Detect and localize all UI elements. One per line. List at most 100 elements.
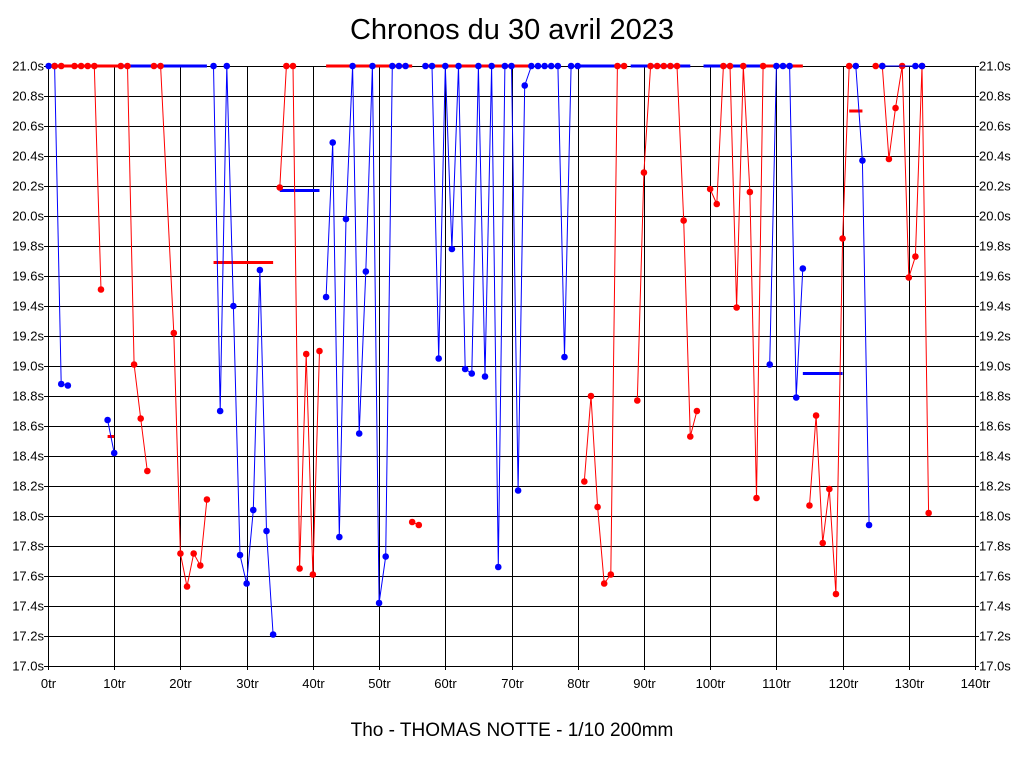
data-point (97, 286, 105, 293)
data-point (137, 415, 144, 422)
data-point (852, 62, 860, 70)
data-point (534, 62, 542, 70)
data-point (104, 416, 111, 424)
y-tick-label-left: 20.6s (12, 119, 44, 134)
data-point (647, 62, 654, 70)
data-point (832, 590, 840, 598)
data-point (620, 62, 628, 70)
data-point (753, 494, 760, 502)
y-tick-label-right: 18.8s (979, 389, 1011, 404)
data-point (819, 539, 827, 547)
data-point (355, 430, 363, 437)
x-tick-label: 100tr (696, 676, 726, 691)
series-line (769, 65, 804, 398)
x-axis-caption: Tho - THOMAS NOTTE - 1/10 200mm (350, 720, 674, 741)
data-point (812, 412, 820, 419)
data-point (210, 62, 217, 70)
data-point (706, 185, 714, 193)
data-point (600, 580, 608, 587)
data-point (243, 580, 250, 587)
data-point (634, 397, 641, 404)
series-layer (45, 62, 932, 638)
series-line (48, 65, 69, 386)
data-point (349, 62, 356, 70)
y-tick-label-right: 20.2s (979, 179, 1011, 194)
series-line (709, 65, 764, 499)
data-point (686, 433, 694, 440)
data-point (640, 169, 648, 176)
data-point (223, 62, 231, 70)
data-point (441, 62, 449, 70)
data-point (693, 407, 701, 415)
y-tick-label-right: 20.6s (979, 119, 1011, 134)
y-tick-label-left: 20.0s (12, 209, 44, 224)
data-point (905, 274, 913, 281)
data-point (885, 155, 893, 163)
data-point (581, 478, 588, 485)
data-point (912, 62, 919, 70)
data-point (269, 631, 277, 638)
y-tick-label-right: 18.2s (979, 479, 1011, 494)
y-tick-label-left: 19.6s (12, 269, 44, 284)
y-tick-label-left: 20.2s (12, 179, 44, 194)
y-tick-label-left: 19.2s (12, 329, 44, 344)
data-point (494, 563, 502, 571)
data-point (117, 62, 125, 70)
data-point (309, 571, 317, 578)
data-point (256, 266, 264, 274)
data-point (892, 104, 899, 112)
data-point (488, 62, 495, 70)
data-point (481, 373, 489, 380)
data-point (296, 565, 303, 572)
y-tick-label-left: 18.0s (12, 509, 44, 524)
data-point (216, 407, 224, 415)
x-tick-label: 30tr (236, 676, 259, 691)
y-tick-label-right: 19.4s (979, 299, 1011, 314)
series-line (107, 419, 115, 454)
x-tick-label: 120tr (829, 676, 859, 691)
data-point (514, 487, 522, 494)
data-point (428, 62, 436, 70)
x-tick-label: 40tr (302, 676, 325, 691)
data-point (422, 62, 429, 70)
data-point (382, 553, 389, 560)
data-point (196, 562, 204, 569)
data-point (455, 62, 462, 70)
y-tick-label-right: 18.6s (979, 419, 1011, 434)
x-tick-label: 140tr (961, 676, 991, 691)
data-point (541, 62, 548, 70)
data-point (528, 62, 535, 70)
data-point (177, 550, 184, 557)
data-point (554, 62, 562, 70)
data-point (289, 62, 297, 70)
data-point (389, 62, 396, 70)
data-point (375, 599, 383, 607)
data-point (680, 217, 687, 224)
data-point (475, 62, 482, 70)
x-tick-label: 130tr (895, 676, 925, 691)
data-point (461, 365, 469, 373)
data-point (574, 62, 582, 70)
data-point (203, 496, 211, 503)
data-point (435, 355, 442, 362)
x-tick-label: 70tr (501, 676, 524, 691)
data-point (587, 392, 595, 400)
y-tick-label-right: 20.8s (979, 89, 1011, 104)
x-tick-label: 60tr (434, 676, 457, 691)
y-tick-label-left: 17.4s (12, 599, 44, 614)
y-tick-label-left: 19.4s (12, 299, 44, 314)
data-point (276, 184, 284, 191)
data-point (792, 394, 800, 401)
data-point (57, 62, 65, 70)
data-point (786, 62, 793, 70)
data-point (190, 550, 197, 557)
y-tick-label-left: 18.4s (12, 449, 44, 464)
data-point (567, 62, 575, 70)
data-point (547, 62, 555, 70)
data-point (660, 62, 668, 70)
data-point (594, 503, 601, 511)
data-point (249, 506, 257, 514)
y-tick-label-left: 18.2s (12, 479, 44, 494)
data-point (157, 62, 164, 70)
tick-labels-layer: 21.0s 21.0s 20.8s 20.8s 20.6s 20.6s 20.4s 20.4s… (12, 59, 1011, 692)
